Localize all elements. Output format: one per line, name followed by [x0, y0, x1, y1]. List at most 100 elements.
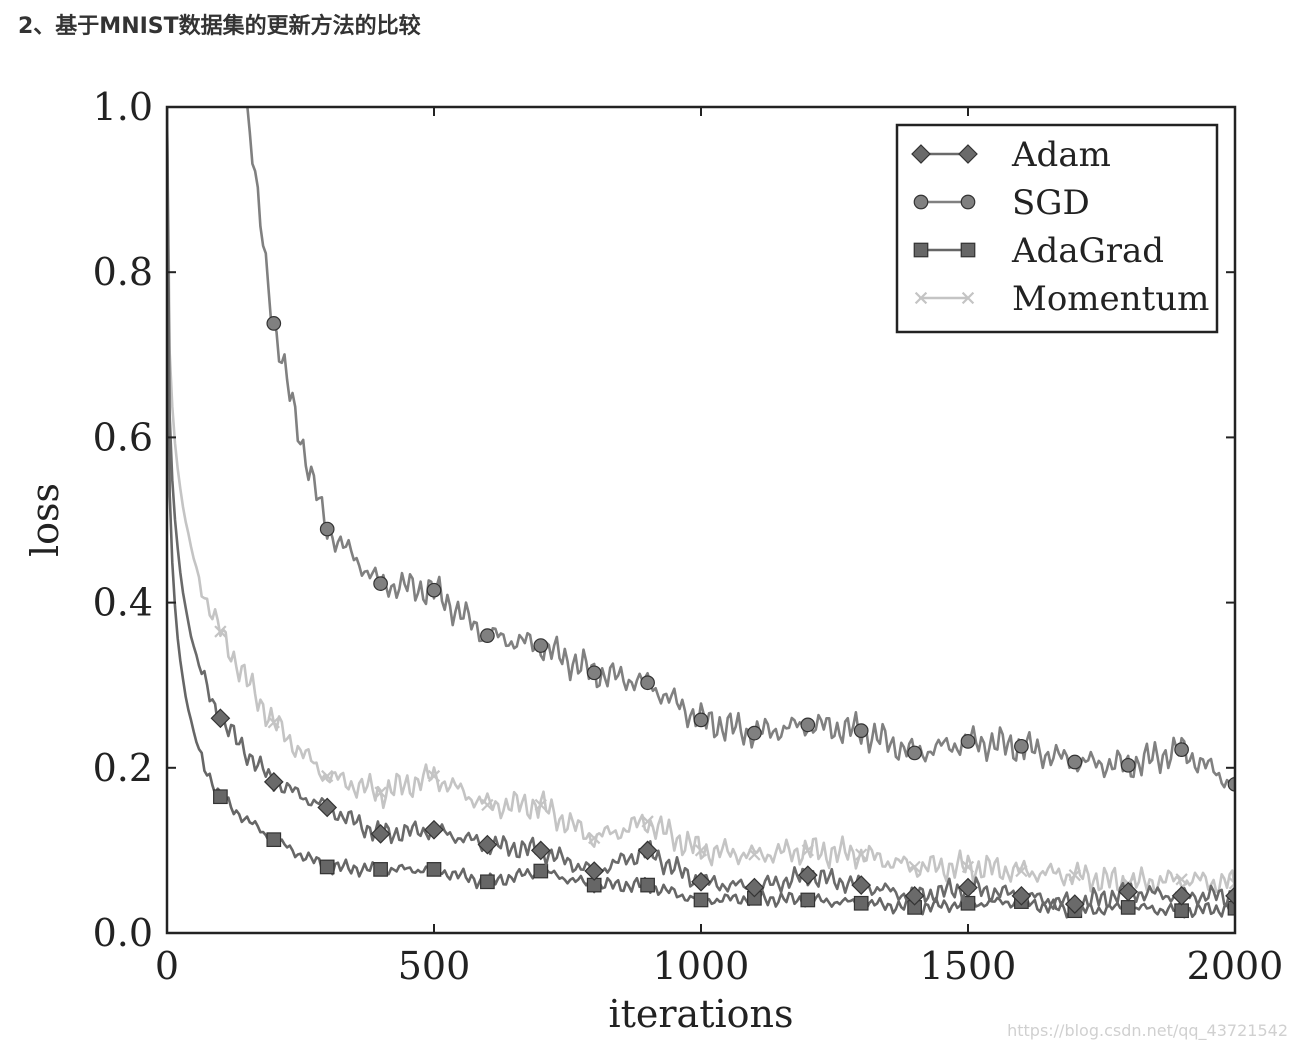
legend-marker: [960, 242, 976, 258]
data-point: [1174, 742, 1189, 757]
data-point: [480, 874, 495, 890]
data-point: [640, 675, 655, 691]
data-point: [534, 798, 547, 812]
legend-marker: [958, 144, 978, 164]
legend-item-adam: Adam: [911, 135, 1111, 175]
data-point: [1015, 864, 1028, 878]
legend-label: AdaGrad: [1011, 231, 1164, 271]
data-point: [958, 877, 978, 898]
data-point: [801, 844, 814, 857]
data-point: [694, 844, 708, 857]
data-point: [586, 665, 602, 681]
data-point: [800, 717, 816, 733]
data-point: [1067, 754, 1083, 770]
data-point: [477, 834, 498, 855]
data-point: [748, 848, 761, 861]
legend-item-sgd: SGD: [913, 183, 1090, 223]
data-point: [426, 582, 442, 598]
data-point: [373, 862, 388, 877]
y-tick-label: 0.4: [93, 581, 153, 625]
watermark: https://blog.csdn.net/qq_43721542: [1007, 1021, 1288, 1040]
data-point: [904, 885, 925, 906]
data-point: [1118, 881, 1139, 902]
data-point: [370, 824, 391, 844]
data-point: [800, 892, 816, 908]
series-sgd: [246, 107, 1235, 792]
data-point: [321, 769, 334, 783]
legend-label: Momentum: [1012, 279, 1209, 319]
legend-marker: [961, 291, 975, 305]
data-point: [907, 745, 922, 761]
data-point: [640, 877, 655, 893]
data-point: [693, 892, 709, 908]
legend-marker: [914, 291, 928, 305]
data-point: [744, 877, 765, 898]
data-point: [588, 831, 601, 845]
data-point: [213, 789, 228, 805]
data-point: [530, 840, 551, 861]
data-point: [1014, 738, 1029, 754]
data-point: [533, 863, 549, 879]
x-tick-label: 2000: [1187, 944, 1284, 988]
x-axis-label: iterations: [608, 992, 793, 1036]
x-tick-label: 0: [155, 944, 179, 988]
legend-marker: [960, 194, 976, 210]
legend-marker: [913, 194, 929, 210]
data-point: [427, 769, 441, 783]
data-point: [691, 871, 711, 892]
data-point: [317, 797, 338, 818]
series-adam: [167, 107, 1235, 917]
legend-item-adagrad: AdaGrad: [913, 231, 1164, 271]
data-point: [267, 716, 280, 729]
data-point: [319, 859, 335, 875]
data-point: [908, 860, 921, 874]
data-point: [797, 865, 818, 886]
ticks-layer: 0 500 1000 1500 2000 0.0 0.2 0.4 0.6 0.8 1.0: [93, 85, 1284, 988]
data-point: [481, 798, 494, 812]
legend-marker: [911, 144, 931, 164]
data-point: [1120, 900, 1136, 915]
data-point: [214, 625, 227, 638]
y-tick-label: 0.6: [93, 415, 153, 459]
data-point: [263, 771, 284, 792]
data-point: [1068, 869, 1081, 882]
legend-marker: [913, 242, 929, 258]
data-point: [426, 862, 442, 877]
data-point: [266, 316, 282, 331]
data-point: [960, 734, 976, 749]
data-point: [853, 895, 869, 911]
series-line: [167, 107, 1235, 901]
data-point: [374, 786, 387, 799]
data-point: [851, 875, 872, 895]
data-point: [266, 832, 282, 848]
data-point: [1171, 885, 1192, 906]
legend-item-momentum: Momentum: [914, 279, 1209, 319]
page-heading: 2、基于MNIST数据集的更新方法的比较: [18, 14, 421, 39]
data-point: [319, 521, 335, 537]
y-tick-label: 1.0: [93, 85, 153, 129]
data-point: [584, 861, 605, 881]
data-point: [373, 576, 388, 591]
data-point: [1225, 885, 1235, 906]
data-point: [747, 725, 762, 741]
data-point: [1227, 900, 1235, 916]
data-point: [1064, 894, 1085, 914]
legend-label: Adam: [1011, 135, 1111, 175]
data-point: [1175, 873, 1188, 886]
x-tick-label: 1000: [653, 944, 750, 988]
data-point: [1228, 877, 1235, 890]
legend-label: SGD: [1012, 183, 1090, 223]
data-point: [693, 712, 709, 728]
data-point: [637, 840, 658, 861]
data-point: [424, 819, 444, 840]
x-tick-label: 1500: [920, 944, 1017, 988]
data-point: [961, 860, 975, 874]
y-axis-label: loss: [23, 483, 67, 557]
data-point: [480, 628, 495, 643]
y-tick-label: 0.0: [93, 911, 153, 955]
y-tick-label: 0.8: [93, 250, 153, 294]
data-point: [855, 848, 868, 861]
data-point: [210, 708, 231, 729]
y-tick-label: 0.2: [93, 746, 153, 790]
